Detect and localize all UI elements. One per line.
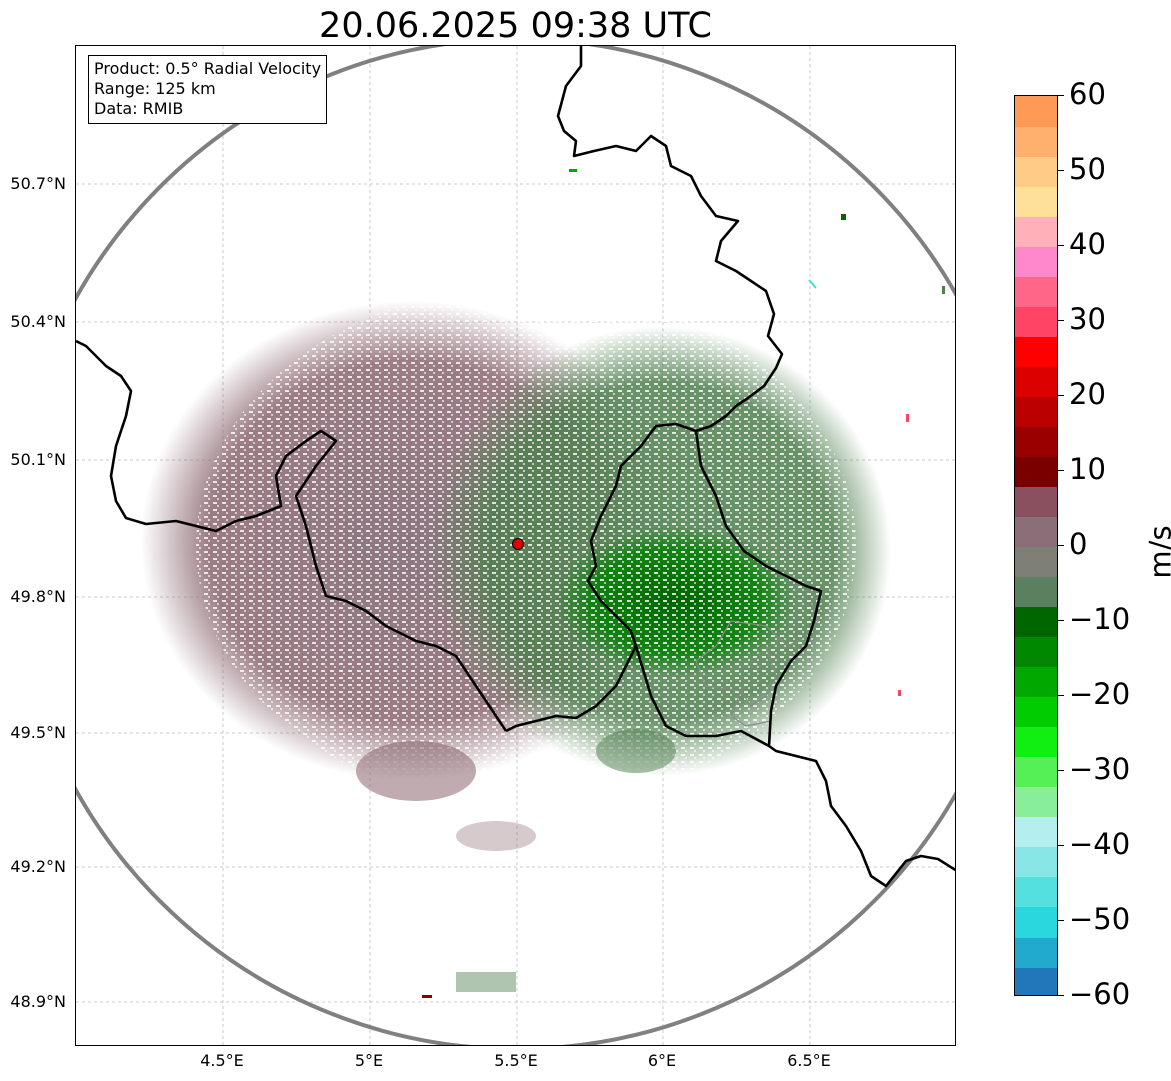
colorbar-segment <box>1015 426 1057 457</box>
colorbar-segment <box>1015 246 1057 277</box>
colorbar-segment <box>1015 786 1057 818</box>
colorbar-segment <box>1015 156 1057 187</box>
lat-tick-label: 48.9°N <box>10 992 66 1011</box>
lat-tick-label: 50.1°N <box>10 450 66 469</box>
district-boundaries <box>695 600 819 727</box>
colorbar-segment <box>1015 606 1057 638</box>
colorbar-unit-label: m/s <box>1143 525 1171 579</box>
colorbar-segment <box>1015 276 1057 307</box>
border-south <box>76 339 508 732</box>
colorbar-tick-label: −40 <box>1069 827 1131 861</box>
colorbar-tick-label: 40 <box>1069 227 1106 261</box>
colorbar-segment <box>1015 906 1057 938</box>
border-north-east <box>556 46 784 433</box>
colorbar-segment <box>1015 936 1057 968</box>
colorbar-segment <box>1015 576 1057 608</box>
range-label: Range: 125 km <box>94 79 216 98</box>
colorbar-segment <box>1015 756 1057 788</box>
lat-tick-label: 49.2°N <box>10 857 66 876</box>
colorbar-segment <box>1015 456 1057 488</box>
colorbar-segment <box>1015 366 1057 397</box>
colorbar-tick-label: 0 <box>1069 527 1088 561</box>
colorbar-segment <box>1015 516 1057 548</box>
colorbar-segment <box>1015 336 1057 367</box>
colorbar-segment <box>1015 96 1057 127</box>
lon-tick-label: 6°E <box>647 1051 677 1070</box>
colorbar-segment <box>1015 186 1057 217</box>
colorbar-tick-mark <box>1058 320 1064 321</box>
colorbar-segment <box>1015 546 1057 578</box>
colorbar-tick-label: −10 <box>1069 602 1131 636</box>
colorbar-segment <box>1015 396 1057 427</box>
colorbar-tick-label: 30 <box>1069 302 1106 336</box>
colorbar-tick-mark <box>1058 995 1064 996</box>
colorbar-segment <box>1015 876 1057 908</box>
lat-tick-label: 50.7°N <box>10 174 66 193</box>
lon-tick-label: 5°E <box>354 1051 384 1070</box>
colorbar-segment <box>1015 126 1057 157</box>
colorbar-segment <box>1015 816 1057 848</box>
colorbar-tick-mark <box>1058 620 1064 621</box>
colorbar-tick-label: −20 <box>1069 677 1131 711</box>
border-luxembourg <box>505 422 697 733</box>
colorbar-segment <box>1015 846 1057 878</box>
colorbar-segment <box>1015 636 1057 668</box>
colorbar-tick-mark <box>1058 470 1064 471</box>
colorbar-tick-mark <box>1058 95 1064 96</box>
product-info-box: Product: 0.5° Radial Velocity Range: 125… <box>88 55 328 124</box>
colorbar-tick-label: 50 <box>1069 152 1106 186</box>
velocity-colorbar <box>1014 95 1058 996</box>
radar-site-marker <box>512 538 524 550</box>
colorbar-tick-mark <box>1058 545 1064 546</box>
colorbar-tick-mark <box>1058 395 1064 396</box>
lat-tick-label: 50.4°N <box>10 312 66 331</box>
colorbar-tick-label: −50 <box>1069 902 1131 936</box>
south-echo-patch <box>356 741 476 801</box>
colorbar-tick-mark <box>1058 770 1064 771</box>
national-borders <box>76 46 955 888</box>
colorbar-segment <box>1015 216 1057 247</box>
map-title: 20.06.2025 09:38 UTC <box>319 6 712 46</box>
product-label: Product: 0.5° Radial Velocity <box>94 59 322 78</box>
colorbar-tick-mark <box>1058 170 1064 171</box>
colorbar-segment <box>1015 966 1057 995</box>
lat-tick-label: 49.8°N <box>10 587 66 606</box>
colorbar-tick-label: 60 <box>1069 77 1106 111</box>
colorbar-tick-mark <box>1058 695 1064 696</box>
lon-tick-label: 4.5°E <box>200 1051 244 1070</box>
colorbar-segment <box>1015 666 1057 698</box>
colorbar-tick-mark <box>1058 845 1064 846</box>
border-lux-east <box>694 430 955 888</box>
colorbar-segment <box>1015 696 1057 728</box>
colorbar-tick-mark <box>1058 920 1064 921</box>
lat-tick-label: 49.5°N <box>10 723 66 742</box>
colorbar-tick-label: −30 <box>1069 752 1131 786</box>
lon-tick-label: 5.5°E <box>494 1051 538 1070</box>
colorbar-tick-label: −60 <box>1069 977 1131 1011</box>
colorbar-tick-mark <box>1058 245 1064 246</box>
data-source-label: Data: RMIB <box>94 99 184 118</box>
radar-map-canvas <box>76 46 955 1045</box>
lon-tick-label: 6.5°E <box>787 1051 831 1070</box>
border-luxembourg-south <box>634 645 770 748</box>
colorbar-tick-label: 20 <box>1069 377 1106 411</box>
velocity-echoes <box>141 169 945 998</box>
colorbar-tick-label: 10 <box>1069 452 1106 486</box>
radar-map <box>75 45 956 1046</box>
colorbar-segment <box>1015 306 1057 337</box>
colorbar-segment <box>1015 726 1057 758</box>
colorbar-segment <box>1015 486 1057 518</box>
